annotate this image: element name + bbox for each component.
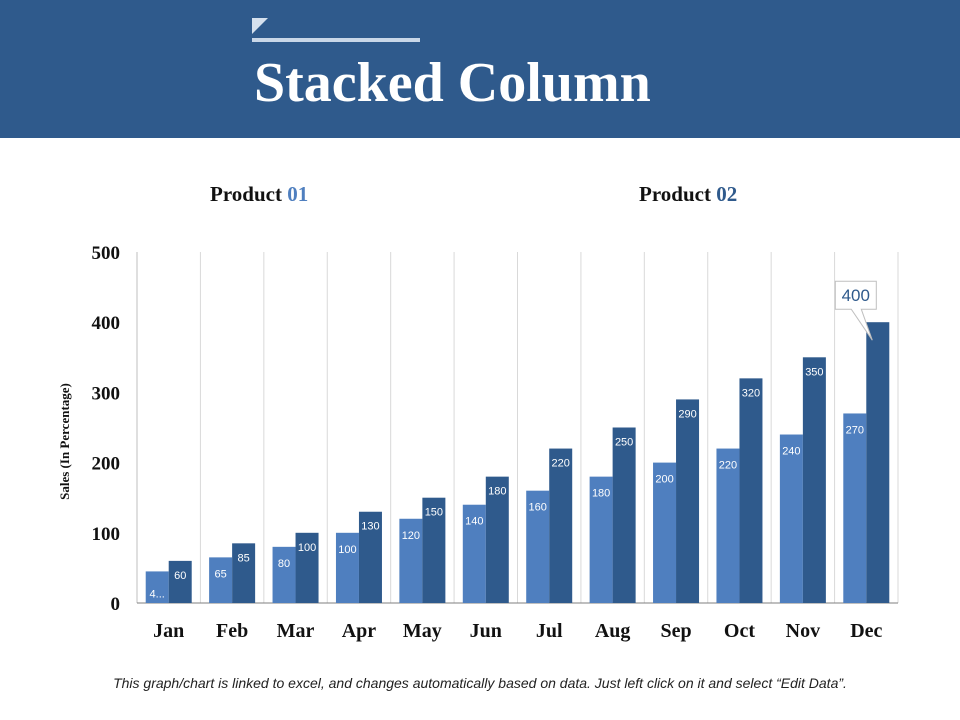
bar-product-02: [676, 399, 700, 603]
bar-product-01: [843, 413, 867, 603]
data-label: 220: [552, 458, 570, 470]
bar-product-02: [612, 427, 636, 603]
title-accent-rule: [252, 38, 420, 42]
x-tick-label: Oct: [724, 620, 755, 642]
x-tick-label: Dec: [850, 620, 882, 642]
legend-product-02-number: 02: [716, 182, 738, 206]
bar-product-01: [526, 490, 550, 603]
x-tick-label: Sep: [660, 620, 691, 642]
data-label: 130: [361, 521, 379, 533]
x-tick-label: Apr: [342, 620, 377, 642]
bar-product-01: [589, 476, 613, 603]
x-tick-label: Aug: [595, 620, 631, 642]
data-label: 85: [238, 552, 250, 564]
x-tick-label: Mar: [277, 620, 315, 642]
sales-column-chart: 0 100 200 300 400 500 Sales (In Percentage) 4..…: [57, 243, 899, 642]
bar-product-02: [232, 543, 256, 603]
y-tick-label: 400: [92, 313, 121, 334]
corner-accent-icon: [252, 18, 268, 34]
data-label: 160: [529, 502, 547, 514]
legend-product-01-number: 01: [287, 182, 309, 206]
data-label: 350: [805, 366, 823, 378]
data-label: 250: [615, 437, 633, 449]
data-label: 180: [488, 486, 506, 498]
bar-product-02: [422, 497, 446, 603]
slide-title: Stacked Column: [254, 52, 651, 114]
data-label: 120: [402, 530, 420, 542]
y-tick-label: 200: [92, 454, 121, 475]
data-label: 4...: [150, 588, 165, 600]
bar-product-02: [739, 378, 763, 603]
bar-product-02: [358, 511, 382, 603]
legend-product-01-label: Product: [210, 182, 288, 206]
y-tick-label: 0: [111, 594, 121, 615]
data-label: 180: [592, 488, 610, 500]
legend-product-02: Product 02: [639, 182, 737, 207]
title-banner: Stacked Column: [0, 0, 960, 138]
data-label: 100: [298, 542, 316, 554]
x-tick-label: Feb: [216, 620, 248, 642]
bar-product-01: [335, 532, 359, 603]
x-tick-label: Jul: [536, 620, 563, 642]
bar-product-01: [779, 434, 803, 603]
data-label: 320: [742, 387, 760, 399]
bar-product-02: [485, 476, 509, 603]
bar-product-01: [462, 504, 486, 603]
bar-product-01: [145, 571, 169, 603]
bar-product-01: [209, 557, 233, 603]
data-label: 270: [846, 424, 864, 436]
callout-label: 400: [842, 286, 870, 305]
data-label: 240: [782, 446, 800, 458]
y-tick-label: 300: [92, 383, 121, 404]
x-tick-label: Jan: [153, 620, 184, 642]
data-label: 200: [655, 474, 673, 486]
data-label: 140: [465, 516, 483, 528]
bar-product-02: [295, 532, 319, 603]
bar-product-02: [549, 448, 573, 603]
legend-product-02-label: Product: [639, 182, 717, 206]
bar-product-02: [866, 322, 890, 603]
bar-product-01: [653, 462, 677, 603]
data-label: 290: [678, 408, 696, 420]
bar-product-01: [272, 546, 296, 603]
y-tick-label: 500: [92, 243, 121, 264]
bar-product-01: [399, 518, 423, 603]
x-tick-label: Jun: [470, 620, 502, 642]
y-tick-label: 100: [92, 524, 121, 545]
data-label: 65: [215, 568, 227, 580]
bar-product-01: [716, 448, 740, 603]
legend-product-01: Product 01: [210, 182, 308, 207]
data-label: 80: [278, 558, 290, 570]
x-tick-label: Nov: [786, 620, 820, 642]
data-label: 60: [174, 570, 186, 582]
data-label: 100: [338, 544, 356, 556]
data-label: 220: [719, 460, 737, 472]
bar-product-02: [802, 357, 826, 603]
footnote: This graph/chart is linked to excel, and…: [113, 675, 847, 691]
bar-product-02: [168, 560, 192, 603]
y-axis-title: Sales (In Percentage): [57, 383, 72, 500]
callout-bubble: [834, 280, 877, 341]
data-label: 150: [425, 507, 443, 519]
x-tick-label: May: [403, 620, 442, 642]
